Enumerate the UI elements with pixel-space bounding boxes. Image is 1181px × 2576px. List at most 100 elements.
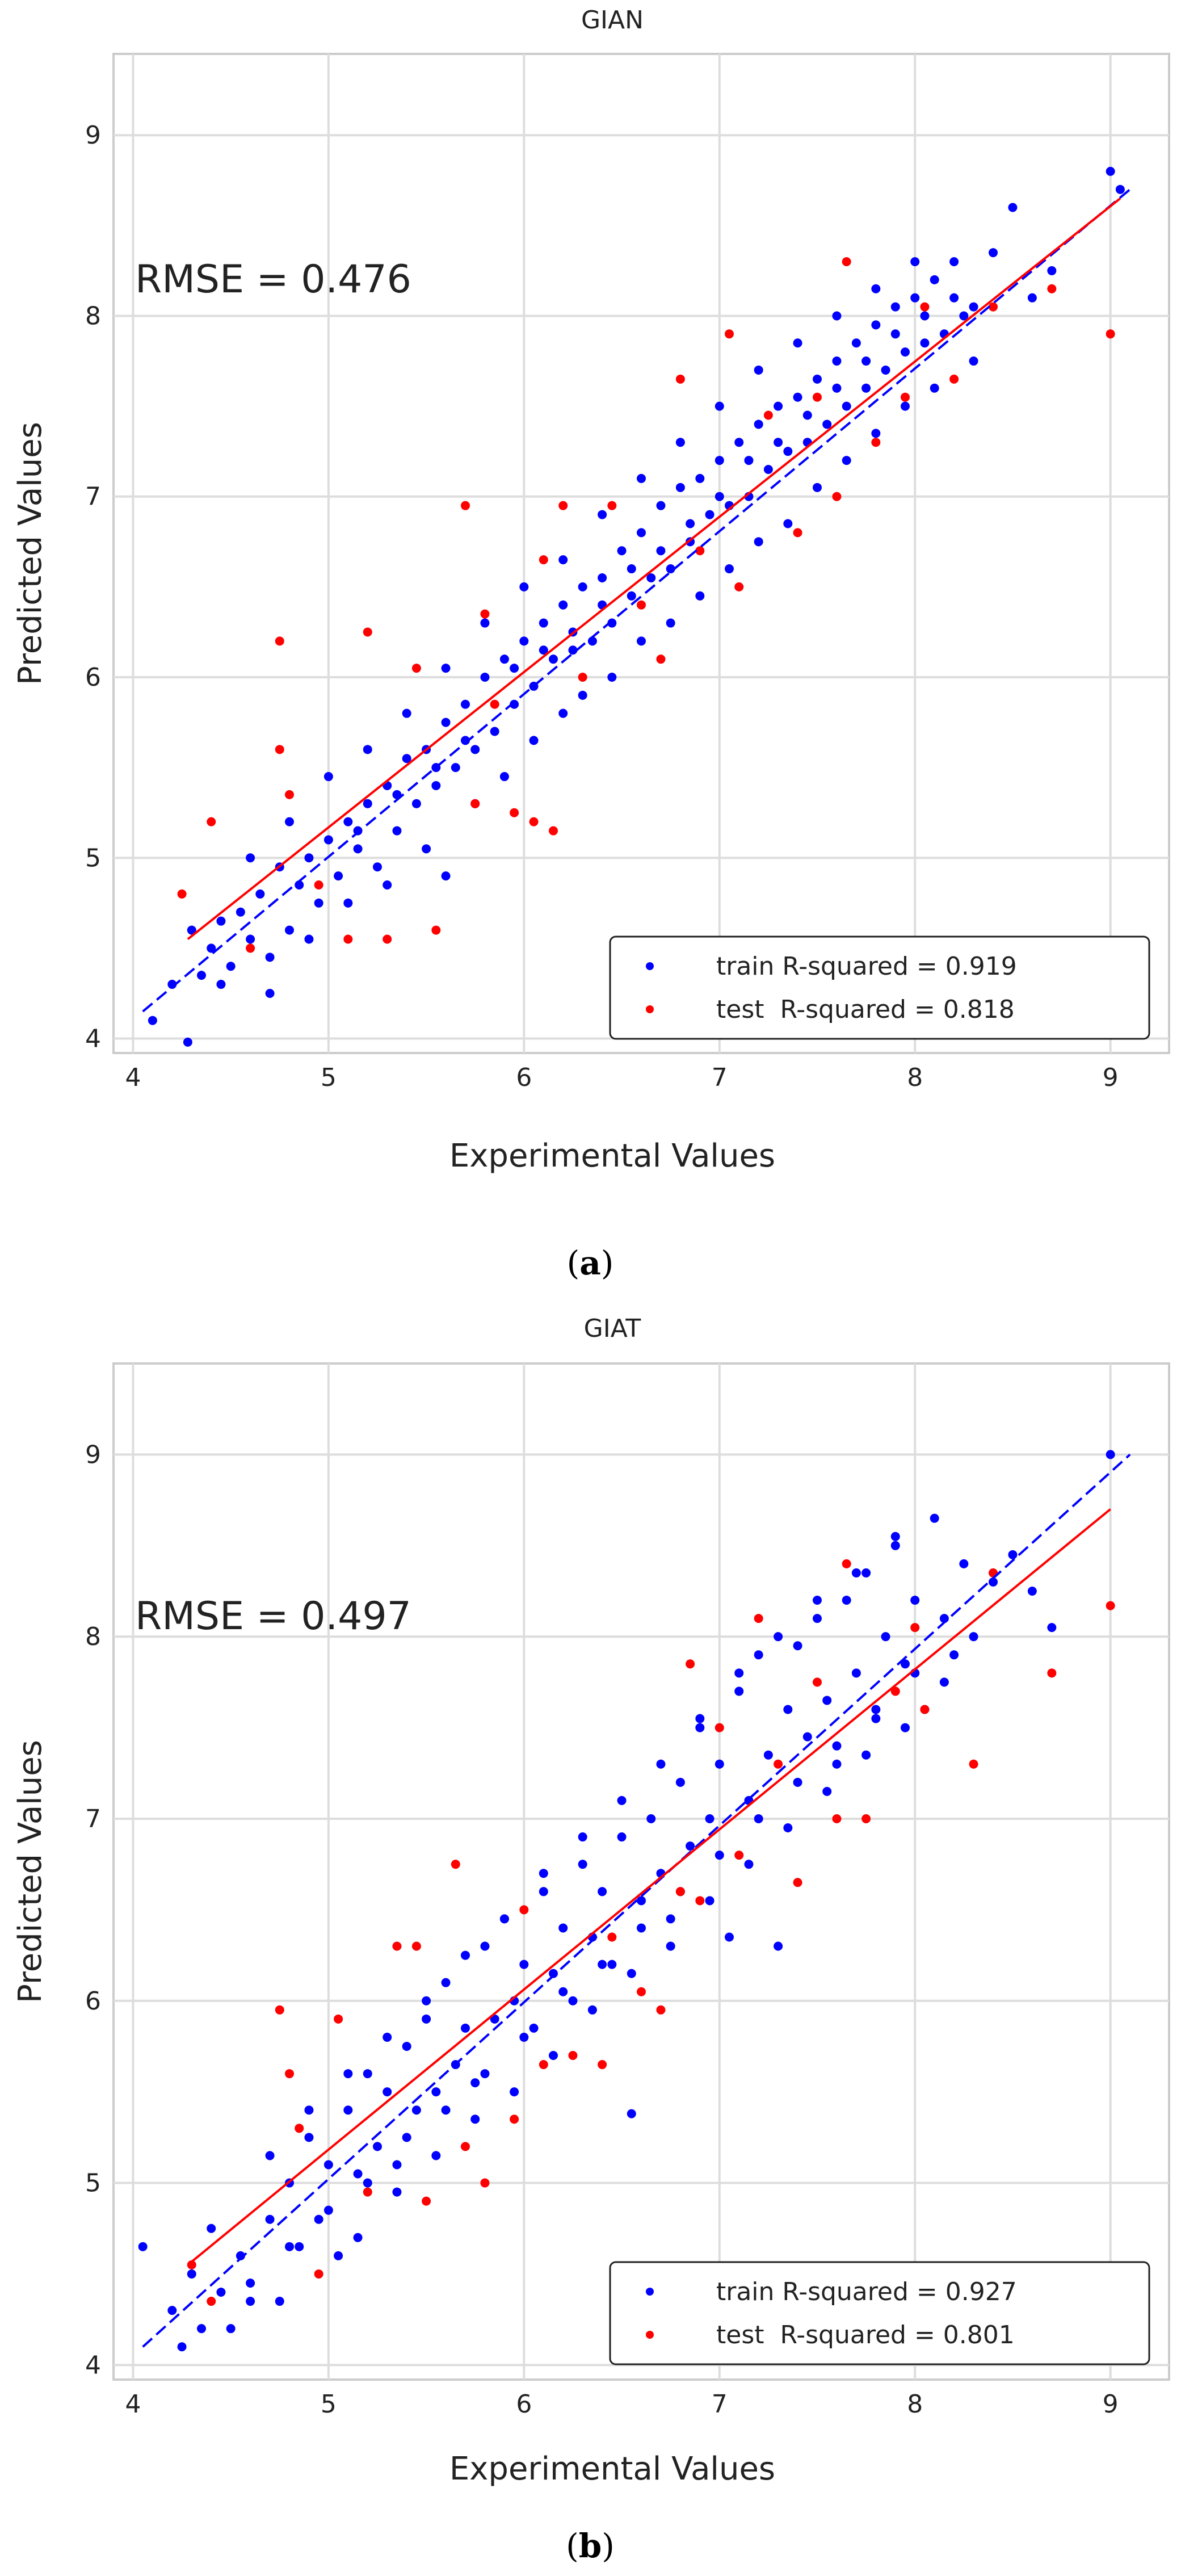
train-point <box>216 980 226 989</box>
train-point <box>881 365 890 375</box>
train-point <box>183 1037 192 1047</box>
train-point <box>861 356 871 366</box>
train-point <box>334 2251 343 2260</box>
x-tick-labels: 4 5 6 7 8 9 <box>125 2390 1118 2419</box>
train-point <box>246 2278 255 2288</box>
legend-marker-train <box>646 962 654 970</box>
train-point <box>607 1960 617 1969</box>
train-point <box>871 320 881 330</box>
train-point <box>715 1851 724 1860</box>
test-point <box>715 1723 724 1732</box>
test-point <box>275 636 284 646</box>
train-point <box>813 1614 822 1623</box>
train-point <box>754 537 763 547</box>
train-point <box>802 1732 812 1742</box>
train-point <box>705 1896 715 1906</box>
test-point <box>656 2005 666 2015</box>
train-point <box>148 1016 157 1025</box>
test-point <box>470 799 480 808</box>
train-point <box>480 618 490 628</box>
test-point <box>539 555 548 565</box>
test-point <box>793 1878 802 1887</box>
train-point <box>461 2023 470 2033</box>
train-point <box>627 591 636 601</box>
train-point <box>470 745 480 754</box>
train-point <box>744 456 754 465</box>
train-point <box>774 1632 783 1642</box>
x-tick-label: 7 <box>712 1063 728 1092</box>
train-point <box>930 1513 939 1523</box>
train-point <box>959 1559 969 1568</box>
test-point <box>519 1905 529 1915</box>
train-point <box>666 618 675 628</box>
train-point <box>813 483 822 492</box>
test-point <box>842 257 851 267</box>
train-point <box>549 1969 558 1978</box>
train-point <box>383 880 392 890</box>
train-point <box>881 1632 890 1642</box>
train-point <box>314 2214 323 2224</box>
train-point <box>598 1960 607 1969</box>
train-point <box>939 1677 949 1687</box>
train-point <box>969 1632 978 1642</box>
test-point <box>695 1896 705 1906</box>
train-point <box>392 2160 402 2170</box>
x-tick-label: 6 <box>516 1063 532 1092</box>
train-point <box>959 311 969 321</box>
train-point <box>343 898 353 908</box>
train-point <box>519 1960 529 1969</box>
chart-title: GIAN <box>581 6 644 35</box>
test-point <box>871 438 881 447</box>
train-point <box>920 338 930 348</box>
test-point <box>1047 284 1057 293</box>
test-point <box>285 2069 294 2079</box>
train-point <box>832 356 842 366</box>
train-point <box>842 456 851 465</box>
legend-marker-test <box>646 1005 654 1013</box>
chart-title: GIAT <box>584 1314 641 1343</box>
train-point <box>402 708 411 718</box>
train-point <box>1115 184 1125 194</box>
train-point <box>734 1686 744 1696</box>
test-point <box>734 1851 744 1860</box>
train-point <box>686 519 695 528</box>
train-point <box>890 1541 900 1550</box>
legend-label-test: test R-squared = 0.818 <box>716 995 1015 1024</box>
train-point <box>216 2288 226 2297</box>
rmse-annotation: RMSE = 0.497 <box>135 1594 411 1639</box>
train-point <box>910 257 920 267</box>
train-point <box>529 2023 539 2033</box>
train-point <box>226 2324 236 2334</box>
train-point <box>246 934 255 944</box>
y-tick-label: 4 <box>85 1025 101 1054</box>
train-point <box>343 817 353 826</box>
train-point <box>715 492 724 501</box>
train-point <box>637 1923 646 1933</box>
test-point <box>901 392 910 402</box>
train-point <box>304 934 314 944</box>
train-point <box>470 2114 480 2124</box>
test-point <box>549 826 558 836</box>
train-point <box>431 2151 441 2160</box>
train-point <box>754 1650 763 1660</box>
legend-marker-test <box>646 2331 654 2339</box>
train-point <box>1106 1450 1115 1459</box>
train-point <box>656 501 666 510</box>
train-point <box>373 2142 382 2151</box>
train-point <box>461 699 470 709</box>
train-point <box>774 401 783 411</box>
train-point <box>480 2069 490 2079</box>
train-point <box>842 1596 851 1605</box>
y-tick-label: 5 <box>85 844 101 872</box>
train-point <box>539 645 548 655</box>
test-point <box>314 2269 323 2279</box>
test-point <box>1106 329 1115 339</box>
test-point <box>920 302 930 312</box>
train-point <box>675 438 685 447</box>
test-point <box>411 1941 421 1951</box>
train-point <box>832 311 842 321</box>
train-point <box>793 1777 802 1787</box>
train-point <box>295 2242 304 2251</box>
train-point <box>754 419 763 429</box>
train-point <box>930 275 939 284</box>
